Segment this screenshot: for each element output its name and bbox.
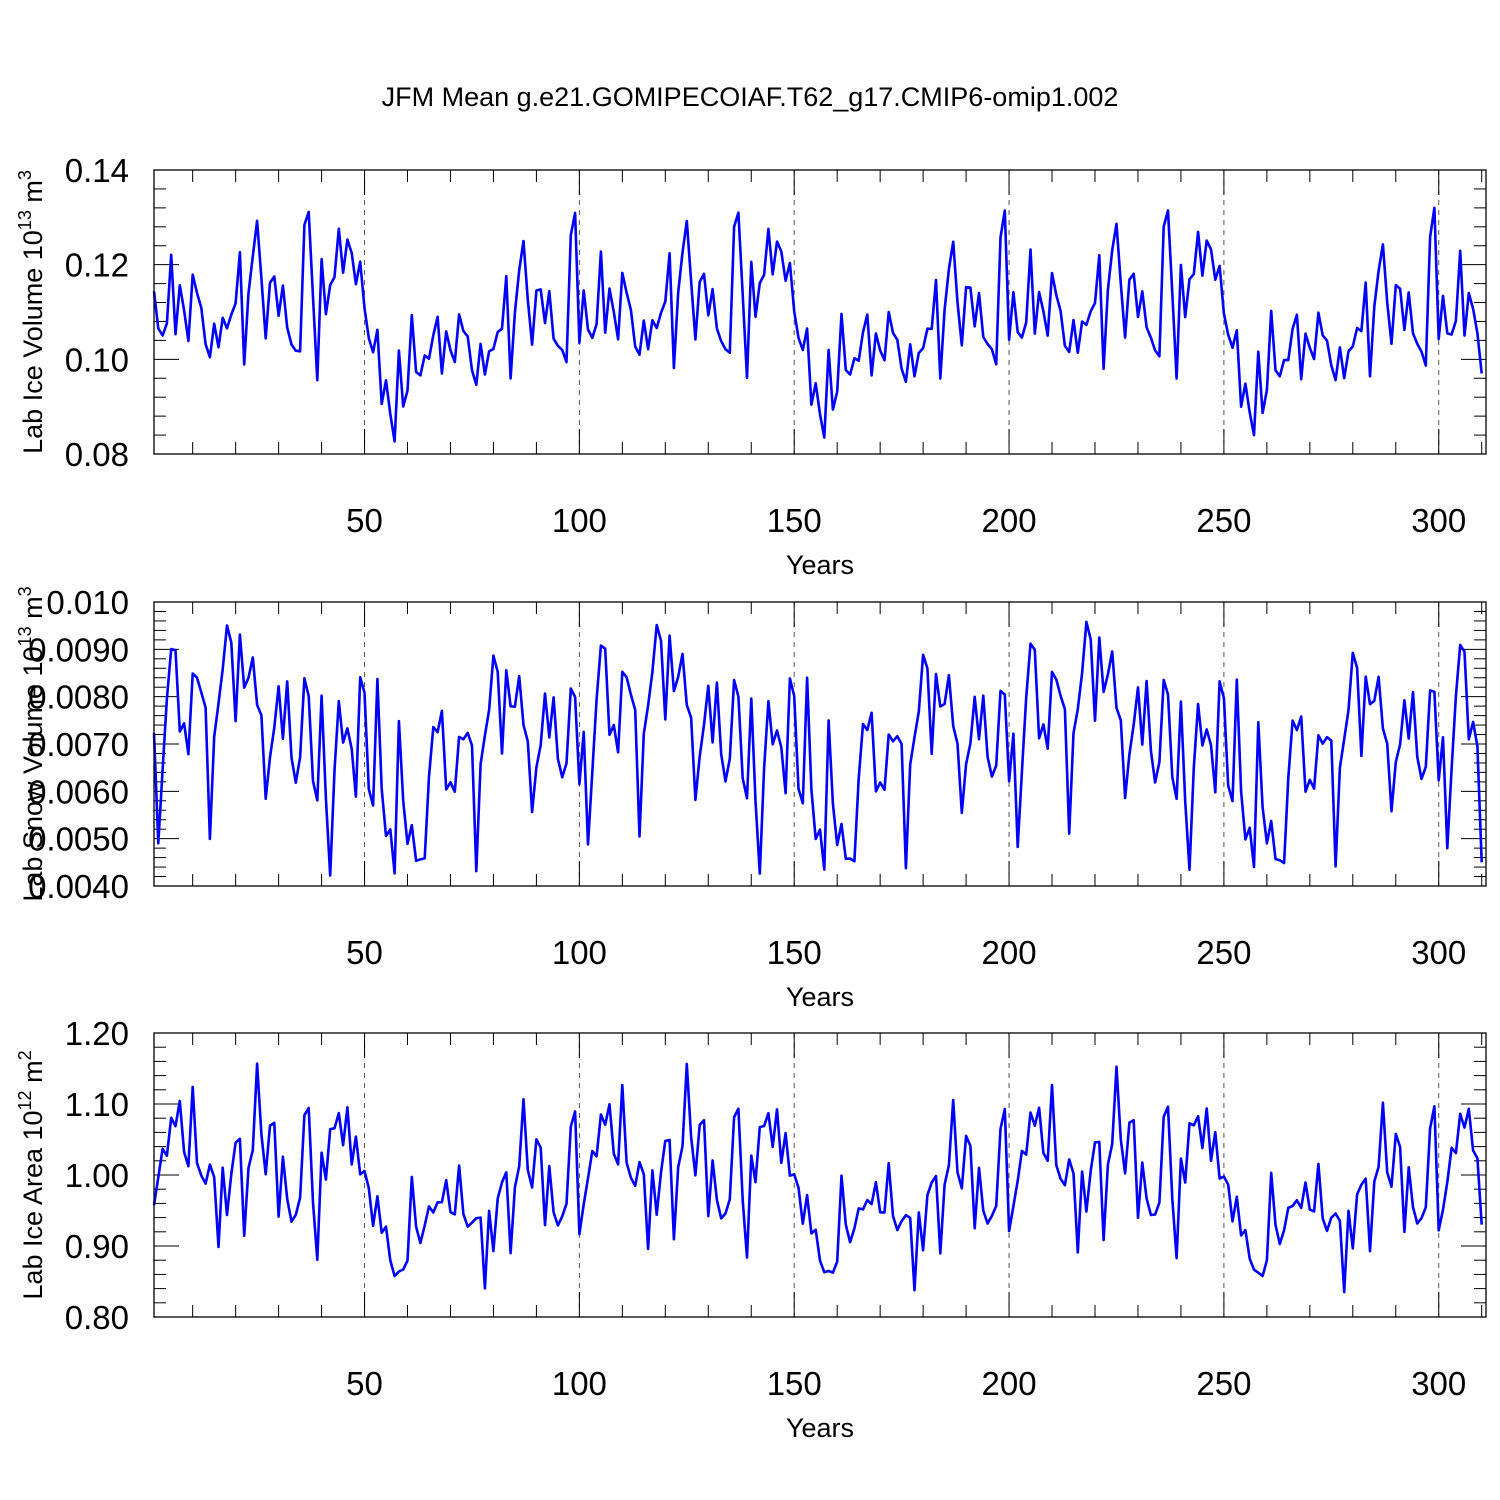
y-tick-label: 0.0070 (28, 726, 129, 763)
y-tick-label: 0.14 (65, 152, 129, 189)
x-axis-title: Years (786, 1413, 854, 1443)
y-tick-label: 0.0050 (28, 821, 129, 858)
x-tick-label: 250 (1196, 502, 1251, 539)
x-axis-title: Years (786, 550, 854, 580)
y-axis-title-unit: m (18, 1060, 48, 1090)
x-tick-label: 150 (767, 502, 822, 539)
y-axis-title-text: Lab Ice Volume 10 (18, 230, 48, 454)
y-tick-label: 0.0090 (28, 631, 129, 668)
y-tick-label: 0.010 (46, 584, 129, 621)
x-tick-label: 200 (982, 502, 1037, 539)
y-axis-title: Lab Ice Volume 1013 m3 (15, 170, 48, 454)
y-axis-title-unit-exponent: 3 (15, 170, 35, 180)
data-series-line (152, 620, 1483, 877)
y-axis-title-unit: m (18, 180, 48, 210)
y-tick-label: 0.80 (65, 1299, 129, 1336)
plot-frame (153, 1032, 1487, 1318)
y-tick-label: 0.90 (65, 1228, 129, 1265)
y-tick-label: 0.0080 (28, 679, 129, 716)
x-tick-label: 100 (552, 1365, 607, 1402)
y-axis-title-exponent: 13 (15, 210, 35, 230)
x-tick-label: 50 (346, 502, 383, 539)
panel-lab-ice-volume: 0.08 0.10 0.12 0.14 50 100 150 200 250 300 Years La… (15, 152, 1487, 580)
y-axis-title-text: Lab Snow Volume 10 (18, 646, 48, 901)
y-tick-label: 0.10 (65, 341, 129, 378)
x-tick-label: 150 (767, 934, 822, 971)
y-axis-title: Lab Ice Area 1012 m2 (15, 1050, 48, 1299)
x-tick-label: 150 (767, 1365, 822, 1402)
y-tick-label: 1.20 (65, 1015, 129, 1052)
y-axis-title-exponent: 13 (15, 626, 35, 646)
y-axis-title-unit-exponent: 3 (15, 586, 35, 596)
y-tick-label: 0.0040 (28, 868, 129, 905)
x-axis-title: Years (786, 982, 854, 1012)
y-axis-title: Lab Snow Volume 1013 m3 (15, 586, 48, 901)
x-tick-label: 250 (1196, 1365, 1251, 1402)
y-tick-label: 0.08 (65, 436, 129, 473)
y-axis-title-unit: m (18, 596, 48, 626)
panel-lab-snow-volume: 0.0040 0.0050 0.0060 0.0070 0.0080 0.0090 0.01… (15, 584, 1487, 1012)
y-tick-label: 0.12 (65, 247, 129, 284)
x-tick-label: 50 (346, 1365, 383, 1402)
panel-lab-ice-area: 0.80 0.90 1.00 1.10 1.20 50 100 150 200 250 300 Yea… (15, 1015, 1487, 1443)
x-tick-label: 50 (346, 934, 383, 971)
y-tick-label: 1.00 (65, 1157, 129, 1194)
x-tick-label: 300 (1411, 934, 1466, 971)
y-axis-title-text: Lab Ice Area 10 (18, 1110, 48, 1299)
x-tick-label: 100 (552, 934, 607, 971)
x-tick-label: 200 (982, 934, 1037, 971)
x-tick-label: 250 (1196, 934, 1251, 971)
plot-frame (153, 601, 1487, 887)
y-axis-title-exponent: 12 (15, 1090, 35, 1110)
plot-frame (153, 169, 1487, 455)
x-tick-label: 300 (1411, 1365, 1466, 1402)
data-series-line (152, 1062, 1483, 1294)
y-axis-title-unit-exponent: 2 (15, 1050, 35, 1060)
figure-title: JFM Mean g.e21.GOMIPECOIAF.T62_g17.CMIP6… (382, 82, 1119, 112)
x-tick-label: 100 (552, 502, 607, 539)
y-tick-label: 0.0060 (28, 773, 129, 810)
data-series-line (152, 206, 1483, 443)
x-tick-label: 200 (982, 1365, 1037, 1402)
y-tick-label: 1.10 (65, 1086, 129, 1123)
x-tick-label: 300 (1411, 502, 1466, 539)
